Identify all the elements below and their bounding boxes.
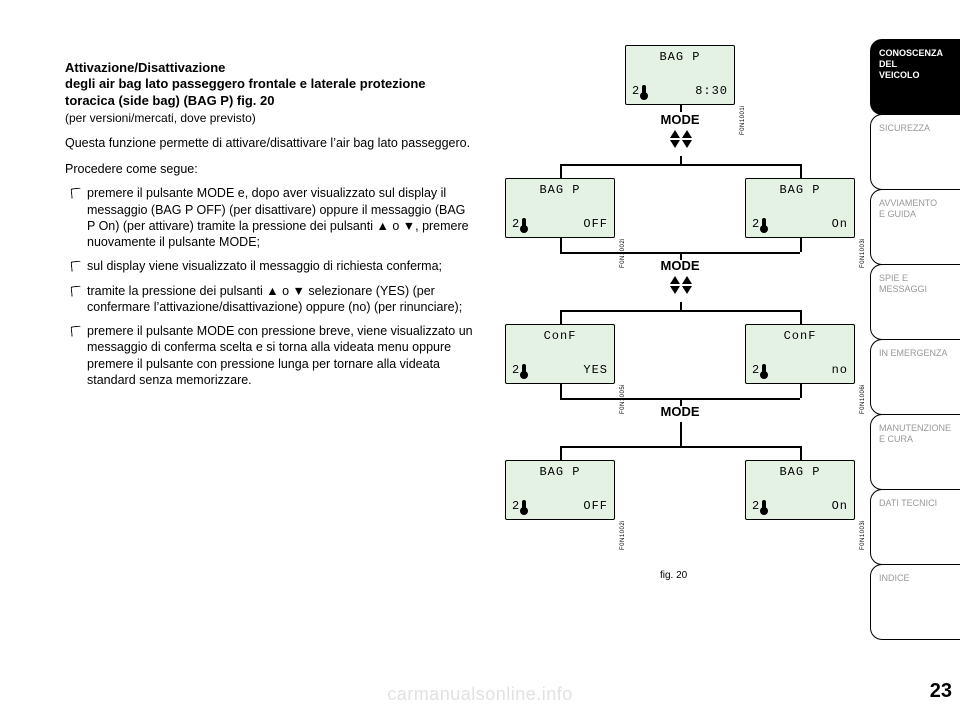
tab-label: AVVIAMENTO E GUIDA [879, 198, 937, 219]
temp-digit: 2 [512, 499, 520, 513]
screen-bottom-on: BAG P 2 On [745, 460, 855, 520]
tab-indice[interactable]: INDICE [870, 564, 960, 640]
fig-code: F0N1006i [860, 384, 866, 414]
tab-emergenza[interactable]: IN EMERGENZA [870, 339, 960, 415]
screen-line1: BAG P [506, 183, 614, 197]
temp-digit: 2 [752, 217, 760, 231]
temp-digit: 2 [512, 363, 520, 377]
screen-off: BAG P 2 OFF [505, 178, 615, 238]
screen-value: On [832, 217, 848, 231]
mode-label: MODE [650, 404, 710, 419]
body-text: Attivazione/Disattivazione degli air bag… [65, 60, 475, 388]
thermometer-icon [522, 218, 526, 230]
subheading: (per versioni/mercati, dove previsto) [65, 111, 475, 125]
heading-line1: Attivazione/Disattivazione [65, 60, 225, 75]
thermometer-icon [762, 500, 766, 512]
screen-top: BAG P 2 8:30 [625, 45, 735, 105]
list-item: sul display viene visualizzato il messag… [65, 258, 475, 274]
tab-label: IN EMERGENZA [879, 348, 948, 358]
screen-value: no [832, 363, 848, 377]
arrows-icon [666, 276, 696, 302]
heading: Attivazione/Disattivazione degli air bag… [65, 60, 475, 109]
temp-digit: 2 [752, 499, 760, 513]
screen-value: OFF [583, 499, 608, 513]
screen-conf-no: ConF 2 no [745, 324, 855, 384]
thermometer-icon [522, 500, 526, 512]
thermometer-icon [762, 364, 766, 376]
screen-conf-yes: ConF 2 YES [505, 324, 615, 384]
list-item: tramite la pressione dei pulsanti ▲ o ▼ … [65, 283, 475, 316]
arrows-icon [666, 130, 696, 156]
tab-label: SICUREZZA [879, 123, 930, 133]
fig-code: F0N1001i [740, 105, 746, 135]
thermometer-icon [642, 85, 646, 97]
screen-line1: ConF [506, 329, 614, 343]
list-item: premere il pulsante MODE con pressione b… [65, 323, 475, 388]
thermometer-icon [522, 364, 526, 376]
temp-digit: 2 [512, 217, 520, 231]
tab-label: DATI TECNICI [879, 498, 937, 508]
screen-value: On [832, 499, 848, 513]
fig-code: F0N1002i [620, 520, 626, 550]
tab-dati-tecnici[interactable]: DATI TECNICI [870, 489, 960, 565]
screen-bottom-off: BAG P 2 OFF [505, 460, 615, 520]
screen-line1: BAG P [626, 50, 734, 64]
screen-value: 8:30 [695, 84, 728, 98]
screen-line1: BAG P [506, 465, 614, 479]
watermark: carmanualsonline.info [0, 684, 960, 705]
mode-label: MODE [650, 112, 710, 127]
mode-label: MODE [650, 258, 710, 273]
airbag-diagram: BAG P 2 8:30 F0N1001i MODE BAG P 2 OFF F… [500, 40, 860, 620]
screen-line1: BAG P [746, 465, 854, 479]
temp-digit: 2 [752, 363, 760, 377]
heading-line2: degli air bag lato passeggero frontale e… [65, 76, 425, 107]
tab-spie[interactable]: SPIE E MESSAGGI [870, 264, 960, 340]
screen-line1: ConF [746, 329, 854, 343]
screen-on: BAG P 2 On [745, 178, 855, 238]
list-item: premere il pulsante MODE e, dopo aver vi… [65, 185, 475, 250]
side-nav: CONOSCENZA DEL VEICOLO SICUREZZA AVVIAME… [870, 40, 960, 640]
fig-code: F0N1003i [860, 520, 866, 550]
tab-label: SPIE E MESSAGGI [879, 273, 927, 294]
tab-label: MANUTENZIONE E CURA [879, 423, 951, 444]
figure-caption: fig. 20 [660, 570, 687, 581]
tab-manutenzione[interactable]: MANUTENZIONE E CURA [870, 414, 960, 490]
screen-value: YES [583, 363, 608, 377]
tab-sicurezza[interactable]: SICUREZZA [870, 114, 960, 190]
fig-code: F0N1003i [860, 238, 866, 268]
para-2: Procedere come segue: [65, 161, 475, 177]
tab-avviamento[interactable]: AVVIAMENTO E GUIDA [870, 189, 960, 265]
tab-label: CONOSCENZA DEL VEICOLO [879, 48, 943, 80]
screen-value: OFF [583, 217, 608, 231]
tab-label: INDICE [879, 573, 910, 583]
temp-digit: 2 [632, 84, 640, 98]
thermometer-icon [762, 218, 766, 230]
screen-line1: BAG P [746, 183, 854, 197]
tab-conoscenza[interactable]: CONOSCENZA DEL VEICOLO [870, 39, 960, 115]
para-1: Questa funzione permette di attivare/dis… [65, 135, 475, 151]
